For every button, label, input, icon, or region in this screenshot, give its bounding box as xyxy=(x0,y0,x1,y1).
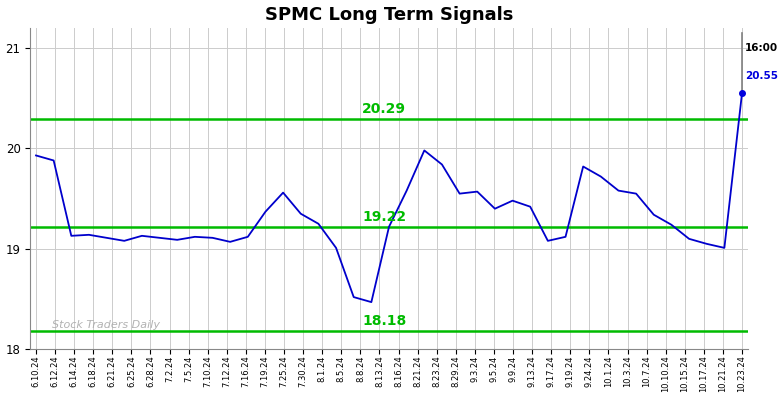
Text: 18.18: 18.18 xyxy=(362,314,407,328)
Text: Stock Traders Daily: Stock Traders Daily xyxy=(52,320,160,330)
Text: 20.55: 20.55 xyxy=(745,71,778,81)
Text: 16:00: 16:00 xyxy=(745,43,778,53)
Text: 19.22: 19.22 xyxy=(362,210,406,224)
Title: SPMC Long Term Signals: SPMC Long Term Signals xyxy=(265,6,514,23)
Text: 20.29: 20.29 xyxy=(362,102,406,116)
